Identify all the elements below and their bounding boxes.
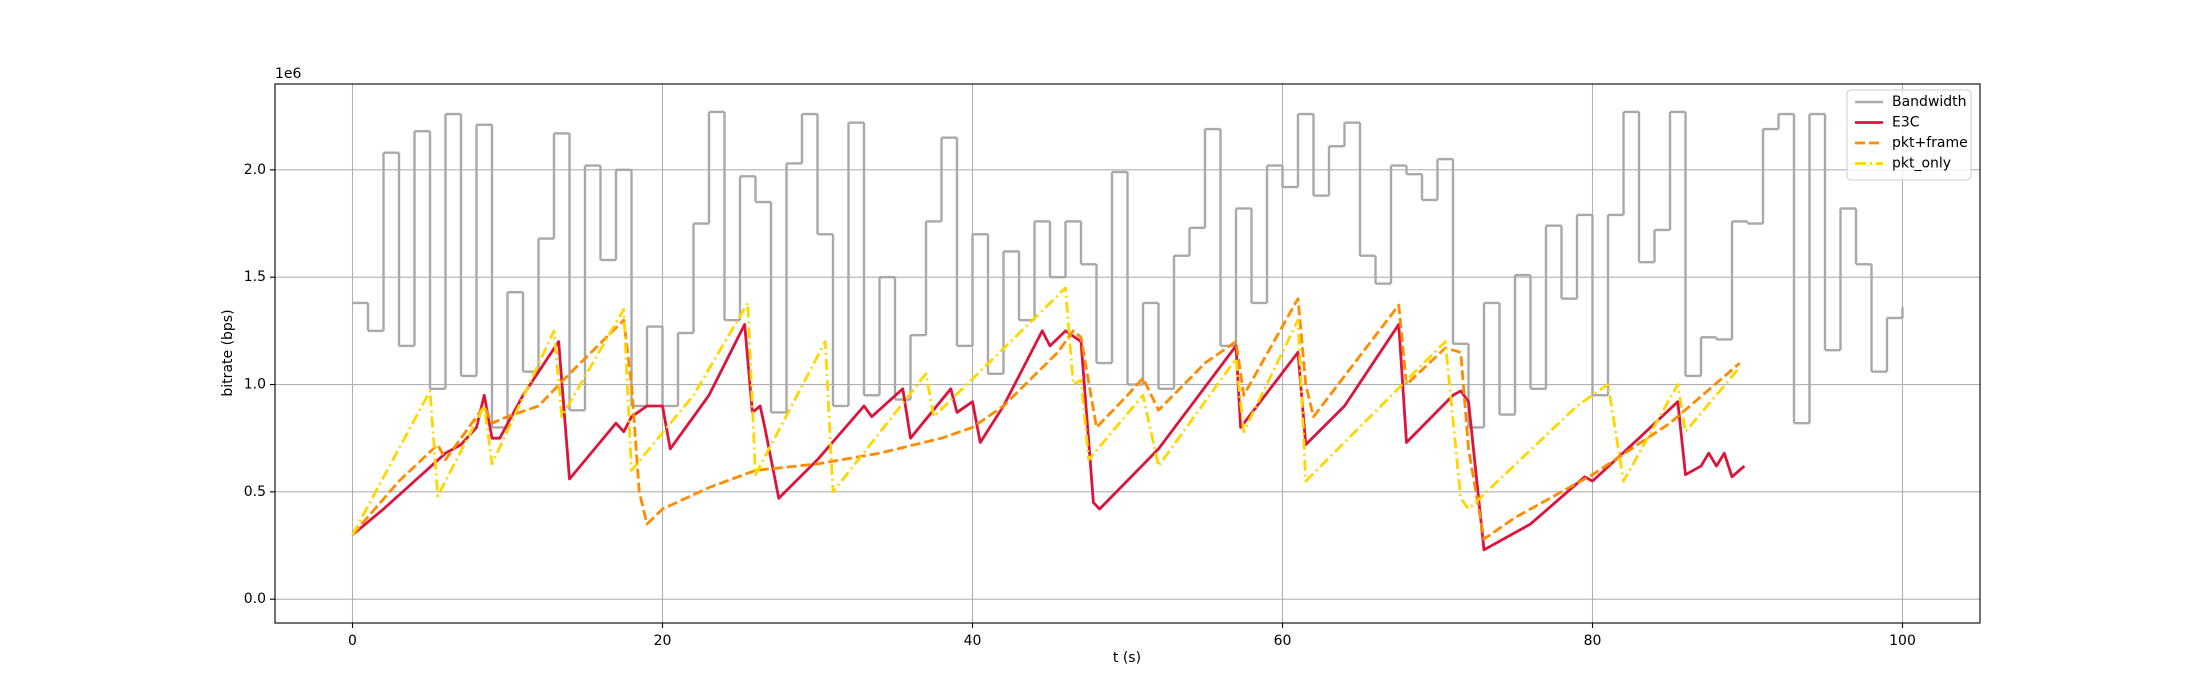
y-axis-label: bitrate (bps) [220, 309, 236, 396]
axes-frame [274, 83, 1981, 624]
x-tick-label: 0 [348, 633, 357, 649]
y-tick-label: 1.5 [244, 269, 266, 285]
x-tick-label: 20 [654, 633, 672, 649]
series-line [351, 297, 1741, 541]
y-tick-label: 2.0 [244, 162, 266, 178]
y-tick-label: 0.5 [244, 484, 266, 500]
x-tick-label: 80 [1584, 633, 1602, 649]
y-tick-label: 0.0 [244, 591, 266, 607]
x-tick-label: 40 [964, 633, 982, 649]
legend-label: pkt_only [1892, 156, 1951, 172]
y-tick-label: 1.0 [244, 377, 266, 393]
legend-label: Bandwidth [1892, 94, 1967, 110]
x-axis-label: t (s) [1113, 650, 1141, 666]
x-tick-label: 60 [1274, 633, 1292, 649]
legend-label: pkt+frame [1892, 135, 1968, 151]
series-line [351, 286, 1741, 536]
y-offset-label: 1e6 [275, 66, 302, 82]
x-tick-label: 100 [1889, 633, 1916, 649]
legend-label: E3C [1892, 115, 1920, 131]
legend-box [1846, 89, 1972, 181]
step-riser [366, 111, 1904, 428]
series-line [351, 323, 1746, 552]
